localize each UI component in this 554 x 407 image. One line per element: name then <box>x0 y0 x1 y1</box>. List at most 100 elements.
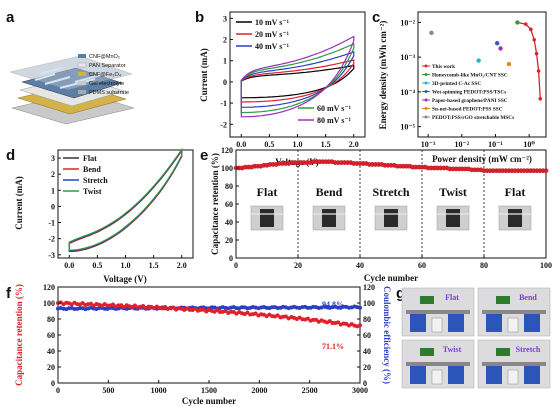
plot-b-ytick-label: 1 <box>223 57 227 66</box>
ragone-point-1 <box>529 27 533 32</box>
photo-clip <box>431 369 443 385</box>
retention-point <box>275 313 280 318</box>
plot-f-marks <box>56 300 362 329</box>
plot-e-ylabel: Capacitance retention (%) <box>210 153 220 255</box>
device-sample <box>446 209 460 227</box>
plot-e-xtick-label: 60 <box>418 261 426 270</box>
legend-c-marker <box>424 107 428 110</box>
legend-d-flat: Flat <box>83 154 97 163</box>
photo-label-4: Stretch <box>516 345 541 354</box>
plot-c-ytick-label: 10⁻³ <box>400 53 415 62</box>
legend-c-entry-6: Sn-net-based PEDOT:PSS SSC <box>432 107 503 113</box>
plot-e-ytick-label: 60 <box>225 200 233 209</box>
legend-b-80: 80 mV s⁻¹ <box>317 116 352 125</box>
panel-f-label: f <box>6 285 12 302</box>
cv-curve-2 <box>240 59 355 103</box>
retention-point <box>336 320 341 325</box>
photo-clip <box>431 317 443 333</box>
plot-e-ytick-label: 0 <box>229 254 233 263</box>
led-display <box>420 296 434 304</box>
legend-d-stretch: Stretch <box>83 176 108 185</box>
panel-f: f 0 500 1000 1500 2000 2500 300002040608010012… <box>6 283 392 406</box>
legend-b-60: 60 mV s⁻¹ <box>317 104 352 113</box>
legend-b-10: 10 mV s⁻¹ <box>255 18 290 27</box>
plot-b-ytick-label: 3 <box>223 14 227 23</box>
plot-b-ylabel: Current (mA) <box>199 48 209 102</box>
plot-f-ytick-right-label: 0 <box>363 379 367 388</box>
efficiency-point <box>358 305 362 310</box>
state-label-5: Flat <box>505 185 526 199</box>
plot-f-xtick-label: 500 <box>102 386 114 395</box>
plot-f-ytick-right-label: 120 <box>363 283 375 292</box>
panel-g: g Flat Bend Twist Stretch <box>396 285 551 389</box>
plot-d-frame <box>57 149 194 259</box>
plot-c-ytick-label: 10⁻⁵ <box>400 123 415 132</box>
layer-3-label: CNF@Fe₃O₄ <box>89 72 122 78</box>
plot-e-ytick-label: 120 <box>221 146 233 155</box>
retention-point <box>116 303 121 308</box>
panel-e: e 0 20 40 60 80 100 0 20 40 60 80 100 120 Cycle numb… <box>200 146 552 283</box>
plot-c-legend: This work Honeycomb-like MnO₂/CNT SSC 3D-p… <box>422 64 514 121</box>
plot-d-xtick-label: 1.5 <box>149 261 159 270</box>
plot-f-xtick-label: 1000 <box>151 386 167 395</box>
plot-d-ytick-label: 3 <box>51 154 55 163</box>
plot-f-xtick-label: 0 <box>56 386 60 395</box>
legend-c-entry-5: Paper-based graphene/PANI SSC <box>432 98 508 104</box>
plot-b-legend-top: 10 mV s⁻¹ 20 mV s⁻¹ 40 mV s⁻¹ <box>236 18 290 51</box>
plot-d-xtick-label: 0.5 <box>92 261 102 270</box>
plot-c-marks <box>429 20 543 101</box>
plot-c-xtick-label: 10⁻² <box>454 140 469 149</box>
plot-b-ytick-label: 0 <box>223 78 227 87</box>
state-label-1: Flat <box>257 185 278 199</box>
legend-d-twist: Twist <box>83 187 102 196</box>
plot-f-ytick-right-label: 80 <box>363 315 371 324</box>
layer-2-label: PAN Separator <box>89 63 126 69</box>
photo-wire <box>482 310 546 314</box>
ragone-point-2 <box>515 20 520 25</box>
plot-e-ticks: 0 20 40 60 80 100 0 20 40 60 80 100 120 <box>221 146 552 270</box>
state-label-4: Twist <box>439 185 467 199</box>
panel-e-label: e <box>200 147 208 164</box>
plot-f-ytick-label: 0 <box>51 379 55 388</box>
plot-e-xtick-label: 40 <box>356 261 364 270</box>
plot-b-xtick-label: 0.5 <box>264 140 274 149</box>
led-display <box>420 348 434 356</box>
legend-b-40: 40 mV s⁻¹ <box>255 42 290 51</box>
plot-f-ytick-right-label: 60 <box>363 331 371 340</box>
legend-c-marker <box>424 98 428 102</box>
ragone-point-1 <box>523 22 528 26</box>
ragone-point-6 <box>506 61 512 67</box>
device-sample <box>260 209 274 227</box>
plot-d-xtick-label: 1.0 <box>121 261 131 270</box>
retention-point <box>305 316 310 321</box>
photo-wire <box>406 362 470 366</box>
plot-c-ylabel: Energy density (mWh cm⁻²) <box>378 21 388 130</box>
legend-c-marker <box>424 81 428 85</box>
plot-f-xtick-label: 2000 <box>251 386 267 395</box>
cv-curve-4 <box>240 42 355 114</box>
device-sample <box>322 209 336 227</box>
plot-f-xlabel: Cycle number <box>182 396 236 406</box>
plot-d-xtick-label: 2.0 <box>177 261 187 270</box>
cv-curve-5 <box>240 35 355 118</box>
annotation-blue: 94.8% <box>322 300 344 309</box>
ragone-point-1 <box>538 97 543 101</box>
panel-d-label: d <box>6 147 15 164</box>
legend-c-entry-4: Wet-spinning PEDOT:PSS/TSCs <box>432 90 506 96</box>
photo-device-right <box>524 314 540 332</box>
plot-f-ytick-label: 80 <box>47 315 55 324</box>
photo-device-left <box>486 314 502 332</box>
layer-1-label: CNF@MnO₂ <box>89 54 120 60</box>
legend-c-marker <box>424 73 428 76</box>
state-label-2: Bend <box>316 185 343 199</box>
plot-e-xtick-label: 100 <box>540 261 552 270</box>
plot-b-curves <box>240 35 355 118</box>
plot-d-xlabel: Voltage (V) <box>103 274 146 284</box>
panel-b-label: b <box>195 9 204 26</box>
plot-b-ticks: 0.0 0.5 1.0 1.5 2.0 -2 -1 0 1 2 3 <box>220 14 358 149</box>
photo-device-left <box>410 366 426 384</box>
plot-d-curves <box>68 147 183 253</box>
plot-b-legend-bottom: 60 mV s⁻¹ 80 mV s⁻¹ <box>298 104 352 125</box>
